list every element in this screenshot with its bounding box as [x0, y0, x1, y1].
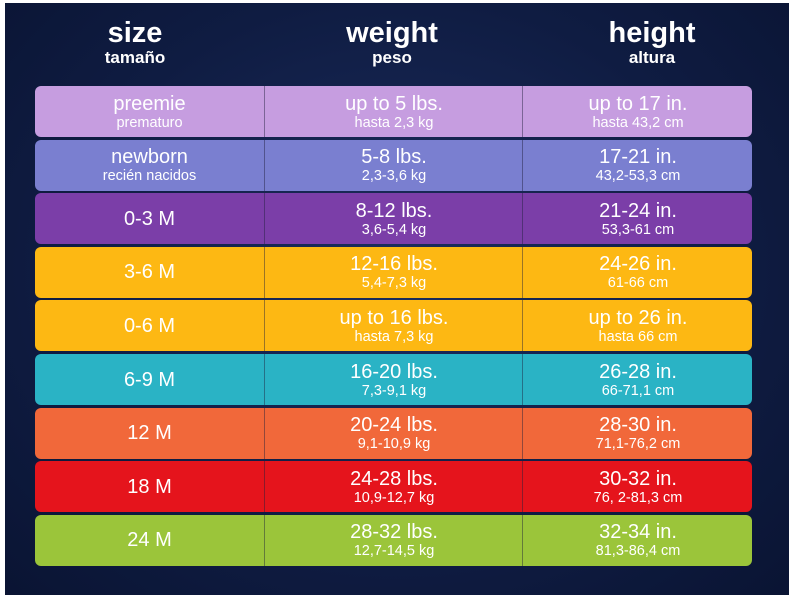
table-cell: 24 M — [35, 515, 264, 566]
table-cell: 28-32 lbs. 12,7-14,5 kg — [264, 514, 523, 566]
table-cell: 21-24 in. 53,3-61 cm — [522, 193, 753, 245]
cell-sub: 2,3-3,6 kg — [361, 168, 427, 185]
cell-main: 28-32 lbs. — [350, 521, 438, 544]
cell-main: up to 5 lbs. — [345, 92, 443, 115]
header-subtitle: tamaño — [104, 48, 166, 67]
table-cell: 8-12 lbs. 3,6-5,4 kg — [264, 193, 523, 245]
table-cell: 24-26 in. 61-66 cm — [522, 246, 753, 298]
cell-sub: 12,7-14,5 kg — [353, 543, 435, 560]
table-cell: 24-28 lbs. 10,9-12,7 kg — [264, 461, 523, 513]
header-subtitle: altura — [628, 48, 676, 67]
table-cell: 30-32 in. 76, 2-81,3 cm — [522, 461, 753, 513]
table-cell: newborn recién nacidos — [35, 140, 264, 191]
cell-main: 20-24 lbs. — [350, 414, 438, 437]
cell-main: 16-20 lbs. — [350, 360, 438, 383]
header-title: height — [608, 17, 696, 49]
cell-main: 26-28 in. — [599, 360, 677, 383]
table-cell: 0-6 M — [35, 300, 264, 351]
table-cell: 6-9 M — [35, 354, 264, 405]
cell-main: 30-32 in. — [599, 467, 677, 490]
cell-main: 24-26 in. — [599, 253, 677, 276]
table-row: 24 M 28-32 lbs. 12,7-14,5 kg 32-34 in. 81,3-… — [35, 514, 753, 566]
size-chart: size tamaño weight peso height altura preemie p… — [5, 3, 789, 595]
cell-main: 21-24 in. — [599, 199, 677, 222]
cell-sub: 5,4-7,3 kg — [361, 275, 427, 292]
cell-sub: hasta 2,3 kg — [354, 114, 434, 131]
cell-main: 18 M — [127, 475, 172, 498]
table-row: 12 M 20-24 lbs. 9,1-10,9 kg 28-30 in. 71,1-7… — [35, 407, 753, 459]
table-cell: up to 17 in. hasta 43,2 cm — [522, 86, 753, 137]
table-cell: 12 M — [35, 408, 264, 459]
header-title: size — [107, 17, 163, 49]
cell-main: up to 16 lbs. — [339, 306, 449, 329]
table-cell: up to 26 in. hasta 66 cm — [522, 300, 753, 352]
cell-main: 17-21 in. — [599, 146, 677, 169]
table-row: preemie prematuro up to 5 lbs. hasta 2,3 kg… — [35, 86, 752, 137]
table-cell: 18 M — [35, 461, 264, 512]
cell-main: 12 M — [127, 422, 172, 445]
table-cell: 20-24 lbs. 9,1-10,9 kg — [264, 407, 523, 459]
cell-main: 24-28 lbs. — [350, 467, 438, 490]
cell-sub: hasta 43,2 cm — [592, 114, 684, 131]
cell-main: 12-16 lbs. — [350, 253, 438, 276]
cell-main: 6-9 M — [123, 368, 176, 391]
cell-main: 8-12 lbs. — [355, 199, 433, 222]
table-row: 6-9 M 16-20 lbs. 7,3-9,1 kg 26-28 in. 66-71,… — [35, 354, 752, 405]
table-row: 3-6 M 12-16 lbs. 5,4-7,3 kg 24-26 in. 61-66 … — [35, 246, 753, 298]
table-cell: 26-28 in. 66-71,1 cm — [522, 354, 753, 405]
table-cell: 3-6 M — [35, 247, 264, 298]
cell-sub: prematuro — [116, 114, 183, 131]
cell-sub: 9,1-10,9 kg — [357, 436, 431, 453]
cell-sub: 53,3-61 cm — [601, 221, 675, 238]
table-cell: 16-20 lbs. 7,3-9,1 kg — [264, 354, 523, 405]
cell-sub: 71,1-76,2 cm — [595, 436, 681, 453]
cell-main: up to 26 in. — [588, 306, 688, 329]
table-cell: up to 16 lbs. hasta 7,3 kg — [264, 300, 523, 352]
cell-main: 24 M — [127, 529, 172, 552]
cell-sub: hasta 66 cm — [598, 328, 678, 345]
cell-main: 28-30 in. — [599, 414, 677, 437]
cell-main: preemie — [113, 92, 186, 115]
table-cell: 0-3 M — [35, 193, 264, 244]
table-cell: 12-16 lbs. 5,4-7,3 kg — [264, 246, 523, 298]
column-header: height altura — [542, 17, 762, 67]
table-row: newborn recién nacidos 5-8 lbs. 2,3-3,6 kg 1… — [35, 139, 753, 191]
table-cell: 17-21 in. 43,2-53,3 cm — [522, 139, 753, 191]
cell-main: 3-6 M — [123, 261, 176, 284]
table-cell: preemie prematuro — [35, 86, 264, 137]
column-header: weight peso — [282, 17, 502, 67]
table-cell: up to 5 lbs. hasta 2,3 kg — [264, 86, 523, 137]
cell-sub: 61-66 cm — [607, 275, 669, 292]
cell-sub: 7,3-9,1 kg — [361, 382, 427, 399]
cell-main: up to 17 in. — [588, 92, 688, 115]
cell-sub: recién nacidos — [102, 168, 197, 185]
cell-main: 5-8 lbs. — [361, 146, 427, 169]
table-row: 0-3 M 8-12 lbs. 3,6-5,4 kg 21-24 in. 53,3-61… — [35, 193, 753, 245]
table-row: 18 M 24-28 lbs. 10,9-12,7 kg 30-32 in. 76, 2… — [35, 461, 753, 513]
cell-main: 32-34 in. — [599, 521, 677, 544]
cell-main: 0-3 M — [123, 207, 176, 230]
column-header: size tamaño — [25, 17, 245, 67]
cell-sub: 3,6-5,4 kg — [361, 221, 427, 238]
cell-sub: 66-71,1 cm — [601, 382, 675, 399]
cell-sub: 81,3-86,4 cm — [595, 543, 681, 560]
table-cell: 32-34 in. 81,3-86,4 cm — [522, 514, 753, 566]
table-cell: 5-8 lbs. 2,3-3,6 kg — [264, 139, 523, 191]
header-subtitle: peso — [372, 48, 412, 67]
cell-sub: 76, 2-81,3 cm — [593, 489, 683, 506]
cell-sub: 43,2-53,3 cm — [595, 168, 681, 185]
table-cell: 28-30 in. 71,1-76,2 cm — [522, 407, 753, 459]
cell-main: 0-6 M — [123, 314, 176, 337]
cell-main: newborn — [111, 146, 188, 169]
cell-sub: 10,9-12,7 kg — [353, 489, 435, 506]
header-title: weight — [346, 17, 438, 49]
cell-sub: hasta 7,3 kg — [354, 328, 434, 345]
